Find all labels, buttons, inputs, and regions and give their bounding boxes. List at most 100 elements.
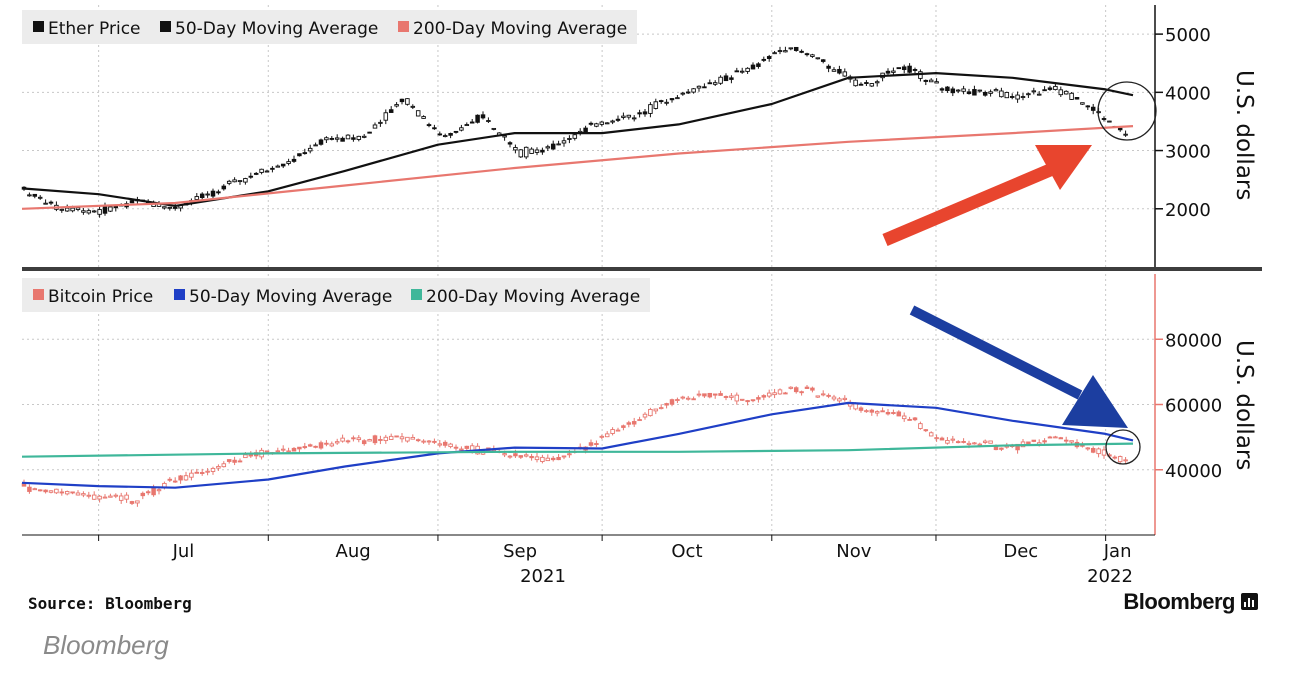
candle-body: [210, 190, 216, 197]
candle-body: [702, 393, 707, 397]
candle-body: [307, 444, 313, 447]
candle-body: [1026, 441, 1031, 445]
bloomberg-logo-text: Bloomberg: [1123, 589, 1235, 614]
candle-body: [59, 208, 65, 211]
candle-body: [91, 210, 97, 213]
candle-body: [183, 475, 189, 481]
candle-body: [1117, 127, 1123, 131]
red-arrow-icon: [882, 145, 1092, 246]
candle-body: [982, 440, 988, 443]
y-tick-label: 60000: [1165, 396, 1222, 417]
candle-body: [383, 436, 389, 442]
candle-body: [675, 399, 680, 402]
candle-body: [334, 137, 340, 140]
candle-body: [172, 206, 178, 209]
candle-body: [232, 179, 237, 183]
candle-body: [270, 167, 275, 170]
candle-body: [378, 439, 383, 441]
candle-body: [707, 392, 713, 398]
candle-body: [124, 494, 129, 500]
candle-body: [621, 425, 626, 428]
candle-body: [291, 158, 297, 162]
candle-body: [658, 407, 664, 410]
candle-body: [950, 438, 956, 441]
candle-body: [410, 105, 416, 108]
candle-body: [367, 439, 372, 442]
candle-body: [799, 391, 804, 394]
candle-body: [972, 89, 977, 96]
candle-body: [793, 46, 799, 51]
candle-body: [891, 412, 896, 414]
candle-body: [75, 207, 81, 210]
candle-body: [280, 448, 286, 451]
candle-body: [788, 386, 794, 389]
candle-body: [885, 411, 891, 415]
candle-body: [788, 47, 794, 50]
candle-body: [934, 437, 939, 440]
candle-body: [966, 91, 972, 95]
candle-body: [826, 65, 831, 69]
candle-body: [156, 489, 162, 492]
candle-body: [1026, 93, 1031, 96]
candle-body: [361, 135, 367, 138]
candle-body: [1020, 96, 1026, 98]
candle-body: [567, 453, 572, 456]
candle-body: [540, 456, 545, 462]
candle-body: [237, 180, 243, 183]
candle-body: [734, 394, 740, 402]
candle-body: [729, 77, 734, 80]
candle-body: [939, 437, 945, 441]
candle-body: [475, 114, 480, 123]
candle-body: [48, 490, 54, 493]
candle-body: [307, 147, 313, 152]
candle-body: [637, 112, 642, 115]
candle-body: [410, 436, 416, 440]
candle-body: [745, 400, 750, 403]
candle-body: [1123, 133, 1128, 136]
bloomberg-terminal-icon: [1241, 593, 1258, 610]
candle-body: [783, 392, 788, 395]
candle-body: [513, 147, 518, 151]
top-y-ticks: 2000 3000 4000 5000: [1155, 25, 1211, 221]
legend-swatch-btc-200dma: [411, 289, 422, 300]
candle-body: [1096, 448, 1101, 455]
candle-body: [561, 140, 567, 144]
candle-body: [1107, 120, 1112, 123]
candle-body: [1036, 93, 1042, 96]
candle-body: [64, 207, 70, 212]
x-axis: Jul Aug Sep Oct Nov Dec Jan 2021 2022: [22, 534, 1155, 587]
candle-body: [356, 437, 362, 441]
candle-body: [626, 422, 632, 425]
source-note: Source: Bloomberg: [28, 594, 192, 613]
candle-body: [885, 70, 891, 74]
y-tick-label: 4000: [1165, 83, 1211, 104]
candle-body: [248, 454, 254, 457]
candle-body: [345, 440, 351, 443]
candle-body: [550, 457, 556, 461]
x-tick-label: Aug: [336, 541, 371, 562]
bottom-legend: Bitcoin Price 50-Day Moving Average 200-…: [22, 278, 650, 312]
candle-body: [480, 114, 486, 119]
candle-body: [437, 443, 443, 446]
candle-body: [912, 417, 918, 421]
candle-body: [718, 76, 723, 84]
candle-body: [518, 455, 524, 458]
candle-body: [502, 453, 507, 456]
candle-body: [86, 210, 92, 214]
candle-body: [32, 193, 38, 197]
y-tick-label: 3000: [1165, 142, 1211, 163]
candle-body: [226, 459, 232, 462]
candle-body: [842, 71, 848, 77]
candle-body: [172, 480, 178, 483]
legend-bitcoin-price: Bitcoin Price: [48, 287, 153, 307]
candle-body: [291, 447, 297, 452]
candle-body: [1069, 440, 1074, 443]
candle-body: [459, 127, 464, 131]
candle-body: [1074, 97, 1080, 100]
candle-body: [567, 138, 572, 140]
candle-body: [432, 127, 437, 130]
candle-body: [199, 193, 205, 199]
legend-50dma: 50-Day Moving Average: [175, 19, 378, 39]
candle-body: [837, 398, 842, 402]
